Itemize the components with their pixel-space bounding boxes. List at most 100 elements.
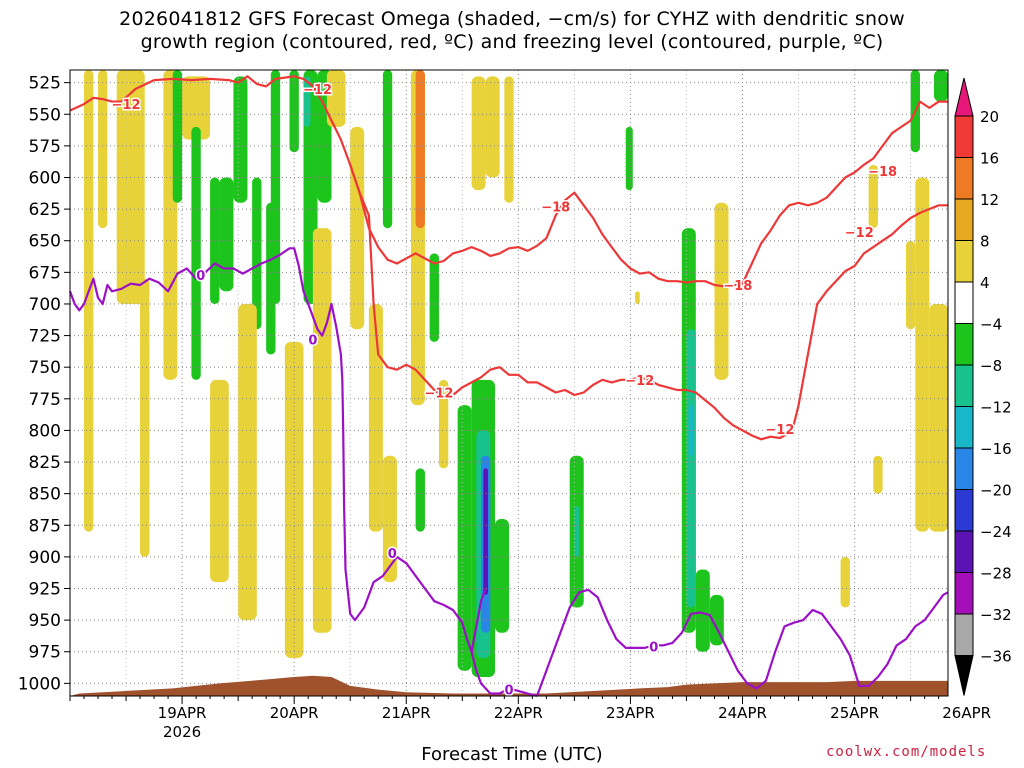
colorbar-label-10: −24 xyxy=(980,523,1012,541)
omega-shade-29 xyxy=(429,253,439,342)
omega-shade-10 xyxy=(233,76,248,203)
omega-shade-26 xyxy=(382,455,397,583)
colorbar-label-0: 20 xyxy=(980,108,999,126)
contour-label-9: 0 xyxy=(308,333,317,348)
colorbar-segment-13 xyxy=(954,613,974,656)
colorbar-label-1: 16 xyxy=(980,150,999,168)
x-tick-label-19APR: 19APR xyxy=(158,704,207,722)
colorbar-segment-11 xyxy=(954,530,974,573)
colorbar-label-7: −12 xyxy=(980,399,1012,417)
omega-shade-7 xyxy=(191,126,201,380)
axes: 5255505756006256506757007257507758008258… xyxy=(18,69,991,741)
y-tick-label-675: 675 xyxy=(29,263,61,283)
omega-shade-35 xyxy=(457,405,472,671)
contour-label-2: −18 xyxy=(541,201,570,216)
y-tick-label-900: 900 xyxy=(29,548,61,568)
omega-shade-11 xyxy=(252,177,262,330)
y-tick-label-525: 525 xyxy=(29,74,61,94)
colorbar-bottom-arrow xyxy=(954,655,974,696)
omega-shade-46 xyxy=(686,329,696,608)
y-tick-label-775: 775 xyxy=(29,390,61,410)
y-tick-label-725: 725 xyxy=(29,327,61,347)
colorbar-segment-4 xyxy=(954,240,974,283)
omega-shade-24 xyxy=(368,303,383,532)
contour-label-1: −12 xyxy=(303,83,332,98)
y-tick-label-625: 625 xyxy=(29,200,61,220)
omega-shade-32 xyxy=(471,76,486,191)
colorbar-label-8: −16 xyxy=(980,440,1012,458)
omega-shade-9 xyxy=(219,177,234,292)
omega-shade-1 xyxy=(98,70,108,229)
omega-shade-19 xyxy=(210,379,229,583)
omega-shade-2 xyxy=(116,70,145,304)
x-tick-label-20APR: 20APR xyxy=(270,704,319,722)
omega-shade-53 xyxy=(873,455,883,494)
x-tick-label-21APR: 21APR xyxy=(382,704,431,722)
colorbar: 20 16 12 8 4 −4 −8 −12 −16 −20 −24 −28 −32 −36 xyxy=(954,77,1012,696)
omega-shade-33 xyxy=(485,76,500,178)
omega-shade-42 xyxy=(574,506,580,557)
omega-shade-55 xyxy=(915,177,930,532)
omega-shade-48 xyxy=(695,569,710,652)
contour-label-8: −12 xyxy=(765,423,794,438)
colorbar-top-arrow xyxy=(954,77,974,117)
y-tick-label-700: 700 xyxy=(29,295,61,315)
x-tick-label-22APR: 22APR xyxy=(494,704,543,722)
x-tick-label-23APR: 23APR xyxy=(606,704,655,722)
colorbar-label-12: −32 xyxy=(980,606,1012,624)
omega-shade-34 xyxy=(504,76,514,203)
y-tick-label-575: 575 xyxy=(29,137,61,157)
colorbar-segment-6 xyxy=(954,323,974,366)
y-tick-label-925: 925 xyxy=(29,580,61,600)
source-credit: coolwx.com/models xyxy=(826,744,987,760)
colorbar-label-5: −4 xyxy=(980,316,1002,334)
colorbar-segment-7 xyxy=(954,364,974,407)
omega-shade-18 xyxy=(326,70,346,127)
omega-shade-39 xyxy=(483,468,488,595)
colorbar-segment-9 xyxy=(954,447,974,490)
omega-shade-58 xyxy=(933,70,948,102)
colorbar-label-2: 12 xyxy=(980,191,999,209)
contour-label-6: −12 xyxy=(424,386,453,401)
omega-shade-25 xyxy=(382,70,393,229)
colorbar-label-3: 8 xyxy=(980,233,990,251)
freezing-level-mid xyxy=(470,651,538,698)
x-axis-label: Forecast Time (UTC) xyxy=(421,744,603,765)
omega-shade-21 xyxy=(284,341,304,659)
y-tick-label-950: 950 xyxy=(29,611,61,631)
omega-shade-47 xyxy=(688,405,694,456)
colorbar-label-9: −20 xyxy=(980,482,1012,500)
x-tick-label-24APR: 24APR xyxy=(718,704,767,722)
chart-title-line-1: 2026041812 GFS Forecast Omega (shaded, −… xyxy=(119,8,905,30)
omega-shade-57 xyxy=(929,303,948,532)
contour-label-4: −18 xyxy=(868,165,897,180)
contour-label-3: −18 xyxy=(723,279,752,294)
y-tick-label-600: 600 xyxy=(29,168,61,188)
x-tick-label-26APR: 26APR xyxy=(942,704,991,722)
contour-label-10: 0 xyxy=(388,547,397,562)
colorbar-label-6: −8 xyxy=(980,357,1002,375)
y-tick-label-750: 750 xyxy=(29,358,61,378)
omega-shade-30 xyxy=(438,379,449,469)
plot-frame xyxy=(69,69,949,697)
y-tick-label-650: 650 xyxy=(29,232,61,252)
colorbar-segment-10 xyxy=(954,489,974,532)
omega-shade-28 xyxy=(415,70,425,229)
omega-shade-44 xyxy=(635,291,640,304)
omega-shade-0 xyxy=(84,70,94,532)
terrain-profile xyxy=(70,675,948,696)
colorbar-label-11: −28 xyxy=(980,565,1012,583)
omega-shade-16 xyxy=(303,76,311,127)
freezing-level-upper xyxy=(68,247,487,653)
colorbar-segment-3 xyxy=(954,198,974,241)
omega-shade-6 xyxy=(172,70,183,203)
omega-shading xyxy=(84,70,948,678)
colorbar-label-13: −36 xyxy=(980,648,1012,666)
colorbar-segment-12 xyxy=(954,572,974,615)
y-tick-label-1000: 1000 xyxy=(18,674,61,694)
grid-lines xyxy=(70,70,948,696)
freezing-level-right xyxy=(535,588,949,697)
y-tick-label-550: 550 xyxy=(29,105,61,125)
contour-lines xyxy=(68,75,949,698)
